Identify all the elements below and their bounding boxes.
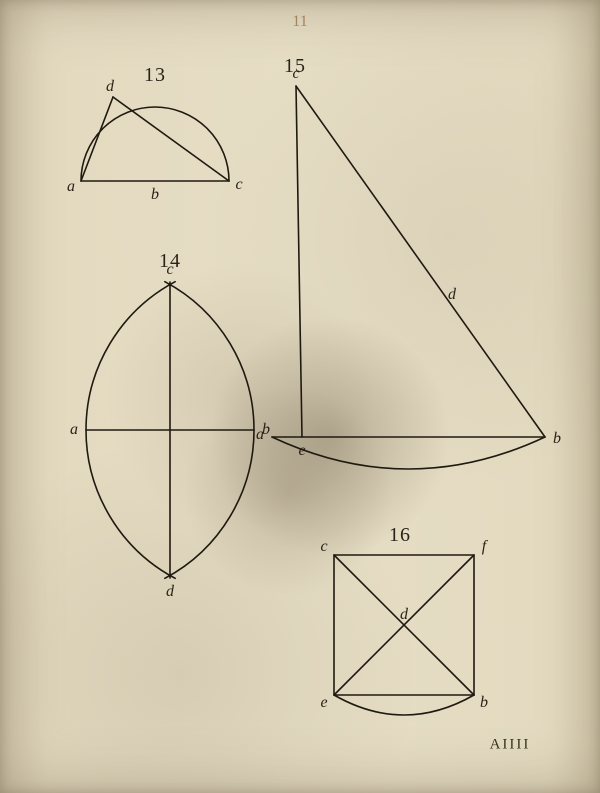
signature-mark: AIIII bbox=[490, 738, 531, 753]
fig15-label-d: d bbox=[448, 287, 456, 303]
fig16-label-e: e bbox=[320, 695, 327, 711]
fig13-label-b: b bbox=[151, 187, 159, 203]
fig15-label-e: e bbox=[298, 443, 305, 459]
figure-canvas bbox=[0, 0, 600, 793]
fig15-label-b: b bbox=[553, 431, 561, 447]
fig13-label-a: a bbox=[67, 179, 75, 195]
fig16-label-c: c bbox=[320, 539, 327, 555]
fig14-label-a: a bbox=[70, 422, 78, 438]
fig13-label-c: c bbox=[235, 177, 242, 193]
fig16-label-d: d bbox=[400, 607, 408, 623]
fig16-number: 16 bbox=[389, 525, 411, 545]
fig15-label-a: a bbox=[256, 427, 264, 443]
fig13-number: 13 bbox=[144, 65, 166, 85]
fig13-label-d: d bbox=[106, 79, 114, 95]
fig16-label-b: b bbox=[480, 695, 488, 711]
page-number: 11 bbox=[292, 14, 307, 30]
fig14-label-c: c bbox=[166, 262, 173, 278]
fig14-label-d: d bbox=[166, 584, 174, 600]
fig15-label-c: c bbox=[292, 66, 299, 82]
fig16-label-f: f bbox=[482, 539, 486, 555]
